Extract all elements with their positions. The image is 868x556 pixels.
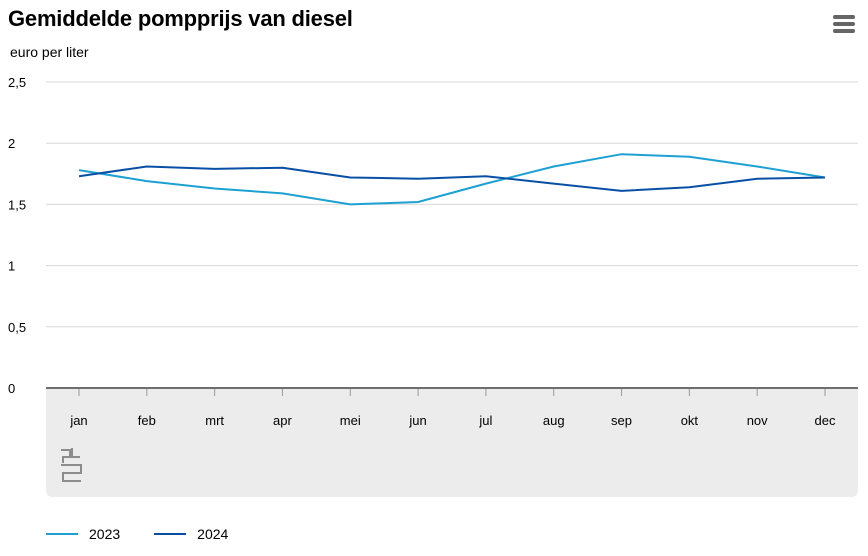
data-point-2023[interactable] bbox=[144, 178, 150, 184]
line-chart: 0 0,5 1 1,5 2 2,5 jan feb mrt apr mei jun jul aug sep… bbox=[8, 75, 858, 497]
y-axis-label: euro per liter bbox=[10, 44, 89, 60]
y-tick-label: 1 bbox=[8, 259, 15, 274]
y-tick-label: 0,5 bbox=[8, 320, 26, 335]
legend-label-2023: 2023 bbox=[89, 526, 121, 542]
data-point-2024[interactable] bbox=[754, 176, 760, 182]
x-tick-label: mei bbox=[340, 413, 361, 428]
x-tick-label: sep bbox=[611, 413, 632, 428]
y-tick-label: 0 bbox=[8, 381, 15, 396]
x-tick-label: jun bbox=[408, 413, 426, 428]
legend-swatch-2024 bbox=[154, 533, 187, 535]
data-point-2024[interactable] bbox=[279, 165, 285, 171]
cbs-logo-icon bbox=[61, 448, 82, 482]
data-point-2023[interactable] bbox=[551, 163, 557, 169]
data-point-2023[interactable] bbox=[483, 181, 489, 187]
data-point-2024[interactable] bbox=[212, 166, 218, 172]
data-point-2024[interactable] bbox=[822, 174, 828, 180]
x-tick-label: nov bbox=[747, 413, 768, 428]
chart-title: Gemiddelde pompprijs van diesel bbox=[8, 6, 353, 31]
data-point-2024[interactable] bbox=[551, 181, 557, 187]
x-tick-label: mrt bbox=[205, 413, 224, 428]
x-axis-panel bbox=[46, 388, 858, 497]
x-tick-label: jul bbox=[478, 413, 492, 428]
data-point-2023[interactable] bbox=[76, 167, 82, 173]
data-point-2024[interactable] bbox=[483, 173, 489, 179]
hamburger-menu-icon[interactable] bbox=[833, 15, 855, 35]
legend: 2023 2024 bbox=[46, 526, 262, 542]
legend-item-2023[interactable]: 2023 bbox=[46, 526, 120, 542]
series-line-2023[interactable] bbox=[78, 153, 826, 206]
x-tick-label: apr bbox=[273, 413, 292, 428]
data-point-2024[interactable] bbox=[76, 173, 82, 179]
legend-item-2024[interactable]: 2024 bbox=[154, 526, 228, 542]
series-line-2024[interactable] bbox=[78, 165, 826, 192]
data-point-2024[interactable] bbox=[686, 184, 692, 190]
data-point-2023[interactable] bbox=[279, 190, 285, 196]
x-tick-label: jan bbox=[69, 413, 87, 428]
y-tick-label: 1,5 bbox=[8, 197, 26, 212]
data-point-2024[interactable] bbox=[619, 188, 625, 194]
data-point-2023[interactable] bbox=[212, 185, 218, 191]
y-tick-label: 2,5 bbox=[8, 75, 26, 90]
data-point-2024[interactable] bbox=[415, 176, 421, 182]
x-tick-label: feb bbox=[138, 413, 156, 428]
x-tick-label: aug bbox=[543, 413, 565, 428]
data-point-2023[interactable] bbox=[686, 154, 692, 160]
x-tick-label: okt bbox=[681, 413, 699, 428]
y-tick-label: 2 bbox=[8, 136, 15, 151]
data-point-2023[interactable] bbox=[619, 151, 625, 157]
legend-label-2024: 2024 bbox=[197, 526, 229, 542]
x-tick-label: dec bbox=[815, 413, 836, 428]
data-point-2024[interactable] bbox=[347, 174, 353, 180]
data-point-2023[interactable] bbox=[415, 199, 421, 205]
data-point-2023[interactable] bbox=[347, 201, 353, 207]
data-point-2024[interactable] bbox=[144, 163, 150, 169]
legend-swatch-2023 bbox=[46, 533, 78, 535]
data-point-2023[interactable] bbox=[754, 163, 760, 169]
